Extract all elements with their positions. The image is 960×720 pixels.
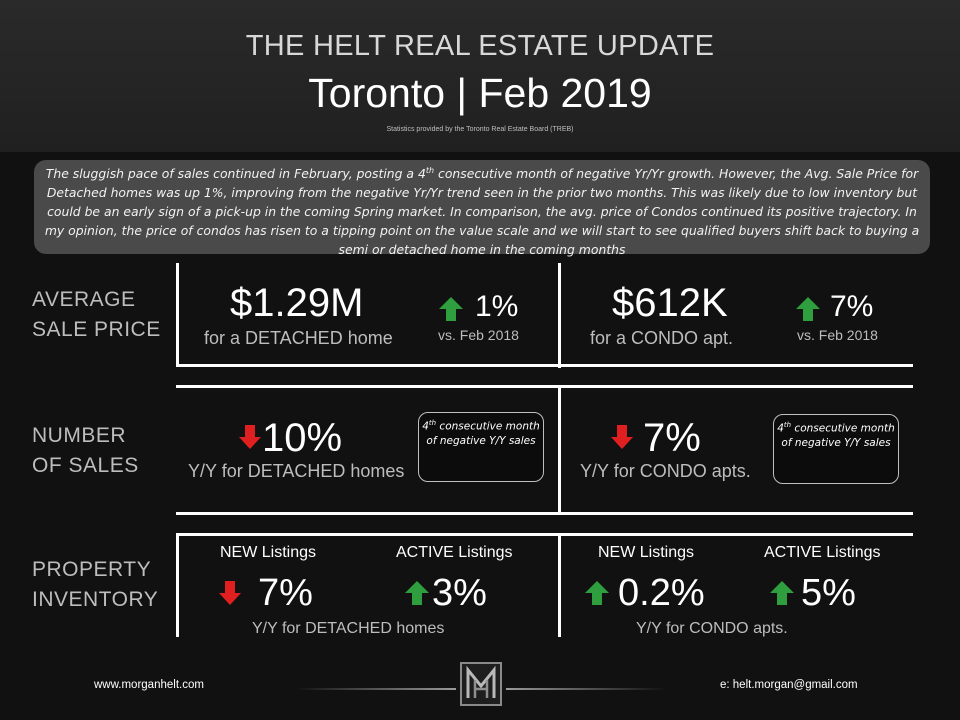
- note-text: consecutive month of negative Y/Y sales: [426, 420, 540, 447]
- down-arrow-icon: [239, 425, 261, 449]
- label-line: AVERAGE: [32, 288, 136, 311]
- condo-sales-change: 7%: [643, 416, 701, 460]
- up-arrow-icon: [770, 581, 794, 605]
- property-inventory-label: PROPERTY INVENTORY: [32, 555, 158, 615]
- condo-new-listings-label: NEW Listings: [598, 544, 695, 561]
- divider-center-1: [558, 263, 561, 368]
- summary-text-2: consecutive month of negative Yr/Yr grow…: [44, 166, 920, 258]
- up-arrow-icon: [439, 297, 463, 321]
- detached-price-compare: vs. Feb 2018: [438, 327, 519, 343]
- divider-left-1: [176, 263, 179, 366]
- detached-price-change: 1%: [475, 290, 519, 323]
- down-arrow-icon: [611, 425, 633, 449]
- note-text: 4: [777, 422, 784, 435]
- detached-sales-note: 4th consecutive month of negative Y/Y sa…: [418, 412, 544, 482]
- source-credit: Statistics provided by the Toronto Real …: [386, 126, 574, 133]
- detached-active-listings-label: ACTIVE Listings: [396, 544, 513, 561]
- condo-sales-note: 4th consecutive month of negative Y/Y sa…: [773, 414, 899, 484]
- condo-price-caption: for a CONDO apt.: [590, 328, 734, 348]
- summary-text-1: The sluggish pace of sales continued in …: [45, 166, 426, 182]
- condo-price-compare: vs. Feb 2018: [797, 327, 878, 343]
- detached-price-value: $1.29M: [230, 281, 364, 325]
- mh-logo: [460, 662, 502, 706]
- up-arrow-icon: [405, 581, 429, 605]
- divider-center-3: [558, 533, 561, 637]
- detached-sales-change: 10%: [262, 416, 343, 460]
- detached-active-listings-change: 3%: [432, 572, 487, 614]
- detached-sales-caption: Y/Y for DETACHED homes: [188, 461, 405, 481]
- note-text: 4: [422, 420, 429, 433]
- divider-horizontal-4: [176, 533, 913, 536]
- summary-ordinal: th: [425, 166, 435, 175]
- up-arrow-icon: [796, 297, 820, 321]
- down-arrow-icon: [219, 581, 241, 605]
- detached-inventory-caption: Y/Y for DETACHED homes: [252, 620, 445, 637]
- up-arrow-icon: [585, 581, 609, 605]
- number-of-sales-label: NUMBER OF SALES: [32, 421, 139, 481]
- divider-center-2: [558, 385, 561, 515]
- detached-new-listings-change: 7%: [258, 572, 313, 614]
- label-line: SALE PRICE: [32, 318, 161, 341]
- condo-price-value: $612K: [612, 281, 728, 325]
- footer-rule-right: [506, 688, 666, 690]
- email-link[interactable]: e: helt.morgan@gmail.com: [720, 679, 858, 691]
- note-ordinal: th: [428, 419, 437, 427]
- condo-new-listings-change: 0.2%: [618, 572, 705, 614]
- monogram-icon: [466, 665, 496, 698]
- divider-horizontal-3: [176, 512, 913, 515]
- divider-horizontal-2: [176, 385, 913, 388]
- condo-sales-caption: Y/Y for CONDO apts.: [580, 461, 751, 481]
- average-sale-price-label: AVERAGE SALE PRICE: [32, 285, 161, 345]
- newsletter-title: THE HELT REAL ESTATE UPDATE: [245, 30, 715, 62]
- market-summary: The sluggish pace of sales continued in …: [34, 160, 930, 258]
- label-line: OF SALES: [32, 454, 139, 477]
- condo-price-change: 7%: [830, 290, 874, 323]
- header-banner: THE HELT REAL ESTATE UPDATE Toronto | Fe…: [0, 0, 960, 152]
- detached-new-listings-label: NEW Listings: [220, 544, 317, 561]
- condo-inventory-caption: Y/Y for CONDO apts.: [636, 620, 788, 637]
- detached-price-caption: for a DETACHED home: [204, 328, 393, 348]
- note-text: consecutive month of negative Y/Y sales: [781, 422, 895, 449]
- footer-rule-left: [296, 688, 456, 690]
- divider-horizontal-1: [176, 364, 913, 367]
- divider-left-3: [176, 533, 179, 637]
- label-line: INVENTORY: [32, 588, 159, 611]
- label-line: PROPERTY: [32, 558, 152, 581]
- label-line: NUMBER: [32, 424, 127, 447]
- note-ordinal: th: [783, 421, 792, 429]
- condo-active-listings-change: 5%: [801, 572, 856, 614]
- city-date-title: Toronto | Feb 2019: [308, 70, 652, 116]
- website-link[interactable]: www.morganhelt.com: [94, 679, 204, 691]
- condo-active-listings-label: ACTIVE Listings: [764, 544, 881, 561]
